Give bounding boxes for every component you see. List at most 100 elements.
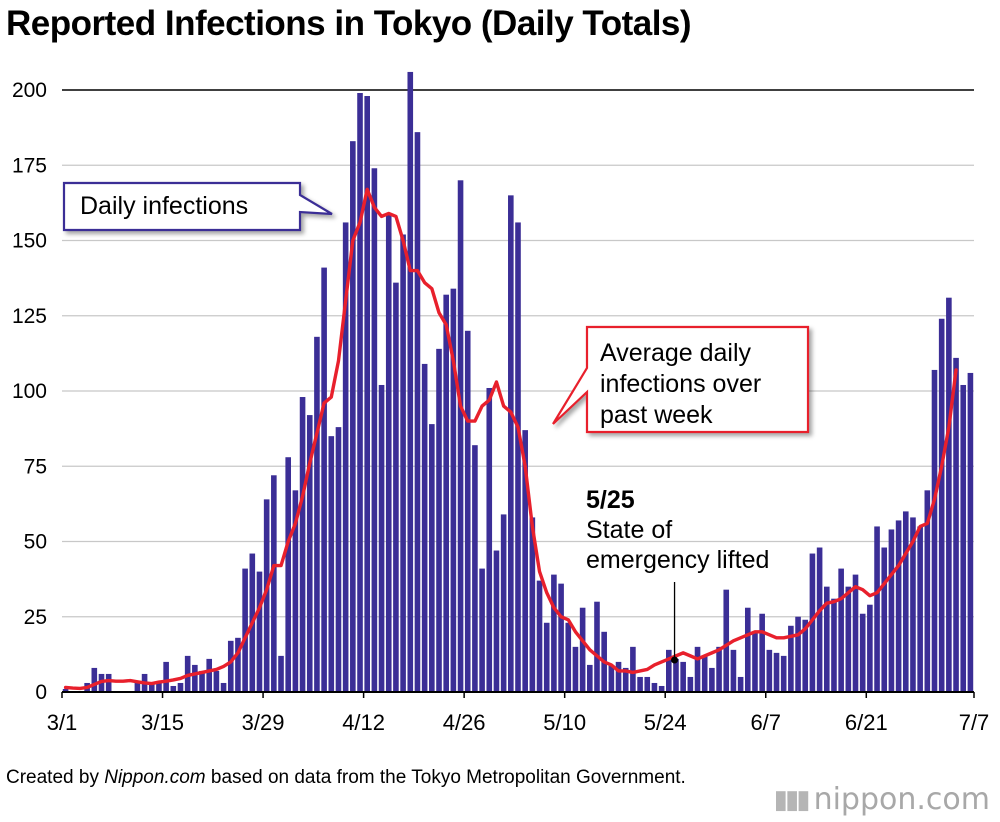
- bar: [371, 168, 378, 692]
- y-tick-label: 150: [12, 230, 47, 253]
- bar: [902, 511, 909, 692]
- y-tick-label: 200: [12, 79, 47, 102]
- bar: [472, 445, 478, 692]
- bar: [838, 568, 844, 692]
- bar: [680, 661, 686, 692]
- average-callout-line: infections over: [600, 370, 761, 398]
- bar: [673, 658, 679, 692]
- daily-infections-label: Daily infections: [80, 192, 248, 220]
- emergency-text-line: State of: [586, 516, 672, 544]
- bar: [206, 658, 213, 692]
- bar: [235, 637, 241, 692]
- daily-infections-callout: Daily infections: [62, 181, 333, 232]
- nippon-logo: ▮▮▮ nippon.com: [774, 782, 990, 817]
- bar: [946, 297, 952, 692]
- bar: [299, 397, 306, 692]
- x-tick-label: 3/1: [47, 710, 78, 735]
- bar: [271, 475, 277, 692]
- x-tick-label: 3/15: [141, 710, 184, 735]
- bar: [924, 490, 931, 692]
- bar: [737, 676, 744, 692]
- bar: [500, 514, 507, 692]
- bar: [744, 607, 751, 692]
- source-note: Created by Nippon.com based on data from…: [6, 765, 766, 791]
- bar: [730, 649, 737, 692]
- bar: [874, 526, 880, 692]
- bar: [543, 622, 550, 692]
- bar: [443, 294, 449, 692]
- bar: [479, 568, 485, 692]
- bar: [429, 424, 435, 692]
- emergency-date-label: 5/25: [586, 486, 635, 514]
- bar: [306, 415, 313, 692]
- bar: [780, 655, 787, 692]
- bar: [263, 499, 270, 692]
- bar: [357, 93, 363, 692]
- bar: [242, 568, 248, 692]
- bar: [795, 616, 801, 692]
- bar: [407, 71, 414, 692]
- bar: [960, 384, 967, 692]
- bar: [414, 132, 421, 692]
- bar: [852, 574, 859, 692]
- average-callout: Average daily infections over past week: [552, 325, 810, 434]
- bar: [457, 180, 464, 693]
- bar: [823, 586, 830, 692]
- bar: [759, 613, 765, 692]
- bar: [220, 682, 227, 692]
- source-suffix: based on data from the Tokyo Metropolita…: [205, 767, 686, 788]
- bar: [134, 682, 141, 692]
- bar: [572, 646, 579, 692]
- nippon-bars-icon: ▮▮▮: [773, 784, 811, 815]
- y-tick-label: 50: [24, 531, 47, 554]
- bar: [493, 550, 500, 692]
- bar: [938, 318, 945, 692]
- bar: [199, 670, 205, 692]
- bar: [881, 547, 888, 692]
- bar: [917, 526, 923, 692]
- logo-text: nippon.com: [813, 782, 990, 817]
- bar: [256, 571, 263, 692]
- y-tick-label: 25: [24, 606, 47, 629]
- bar: [321, 267, 327, 692]
- average-line: [63, 187, 958, 691]
- bar: [809, 553, 816, 692]
- bar: [508, 195, 514, 692]
- bar: [278, 655, 284, 692]
- bar: [385, 213, 392, 692]
- bar: [450, 288, 457, 692]
- bar: [328, 436, 335, 692]
- x-tick-label: 6/21: [845, 710, 888, 735]
- source-prefix: Created by: [6, 767, 105, 788]
- bar: [788, 625, 794, 692]
- bar: [859, 613, 866, 692]
- bar: [486, 387, 493, 692]
- bar: [400, 234, 406, 693]
- bar: [630, 646, 636, 692]
- bar: [644, 676, 651, 692]
- bar: [335, 427, 342, 692]
- x-tick-label: 5/10: [543, 710, 586, 735]
- bar: [292, 490, 299, 692]
- bar: [421, 363, 428, 692]
- y-tick-label: 100: [12, 380, 47, 403]
- bar: [802, 619, 809, 692]
- y-tick-label: 125: [12, 305, 47, 328]
- bar: [314, 336, 320, 692]
- bar: [177, 682, 184, 692]
- x-tick-label: 6/7: [750, 710, 781, 735]
- bar: [350, 141, 356, 693]
- bar: [558, 583, 564, 692]
- x-tick-label: 3/29: [242, 710, 285, 735]
- bar: [953, 357, 959, 692]
- bar: [773, 652, 780, 692]
- average-line-series: [63, 187, 958, 691]
- bar: [91, 667, 98, 692]
- bar: [766, 649, 773, 692]
- bar: [816, 547, 823, 692]
- x-tick-label: 4/26: [443, 710, 486, 735]
- bar: [565, 622, 572, 692]
- bar: [694, 646, 701, 692]
- emergency-text-line: emergency lifted: [586, 546, 769, 574]
